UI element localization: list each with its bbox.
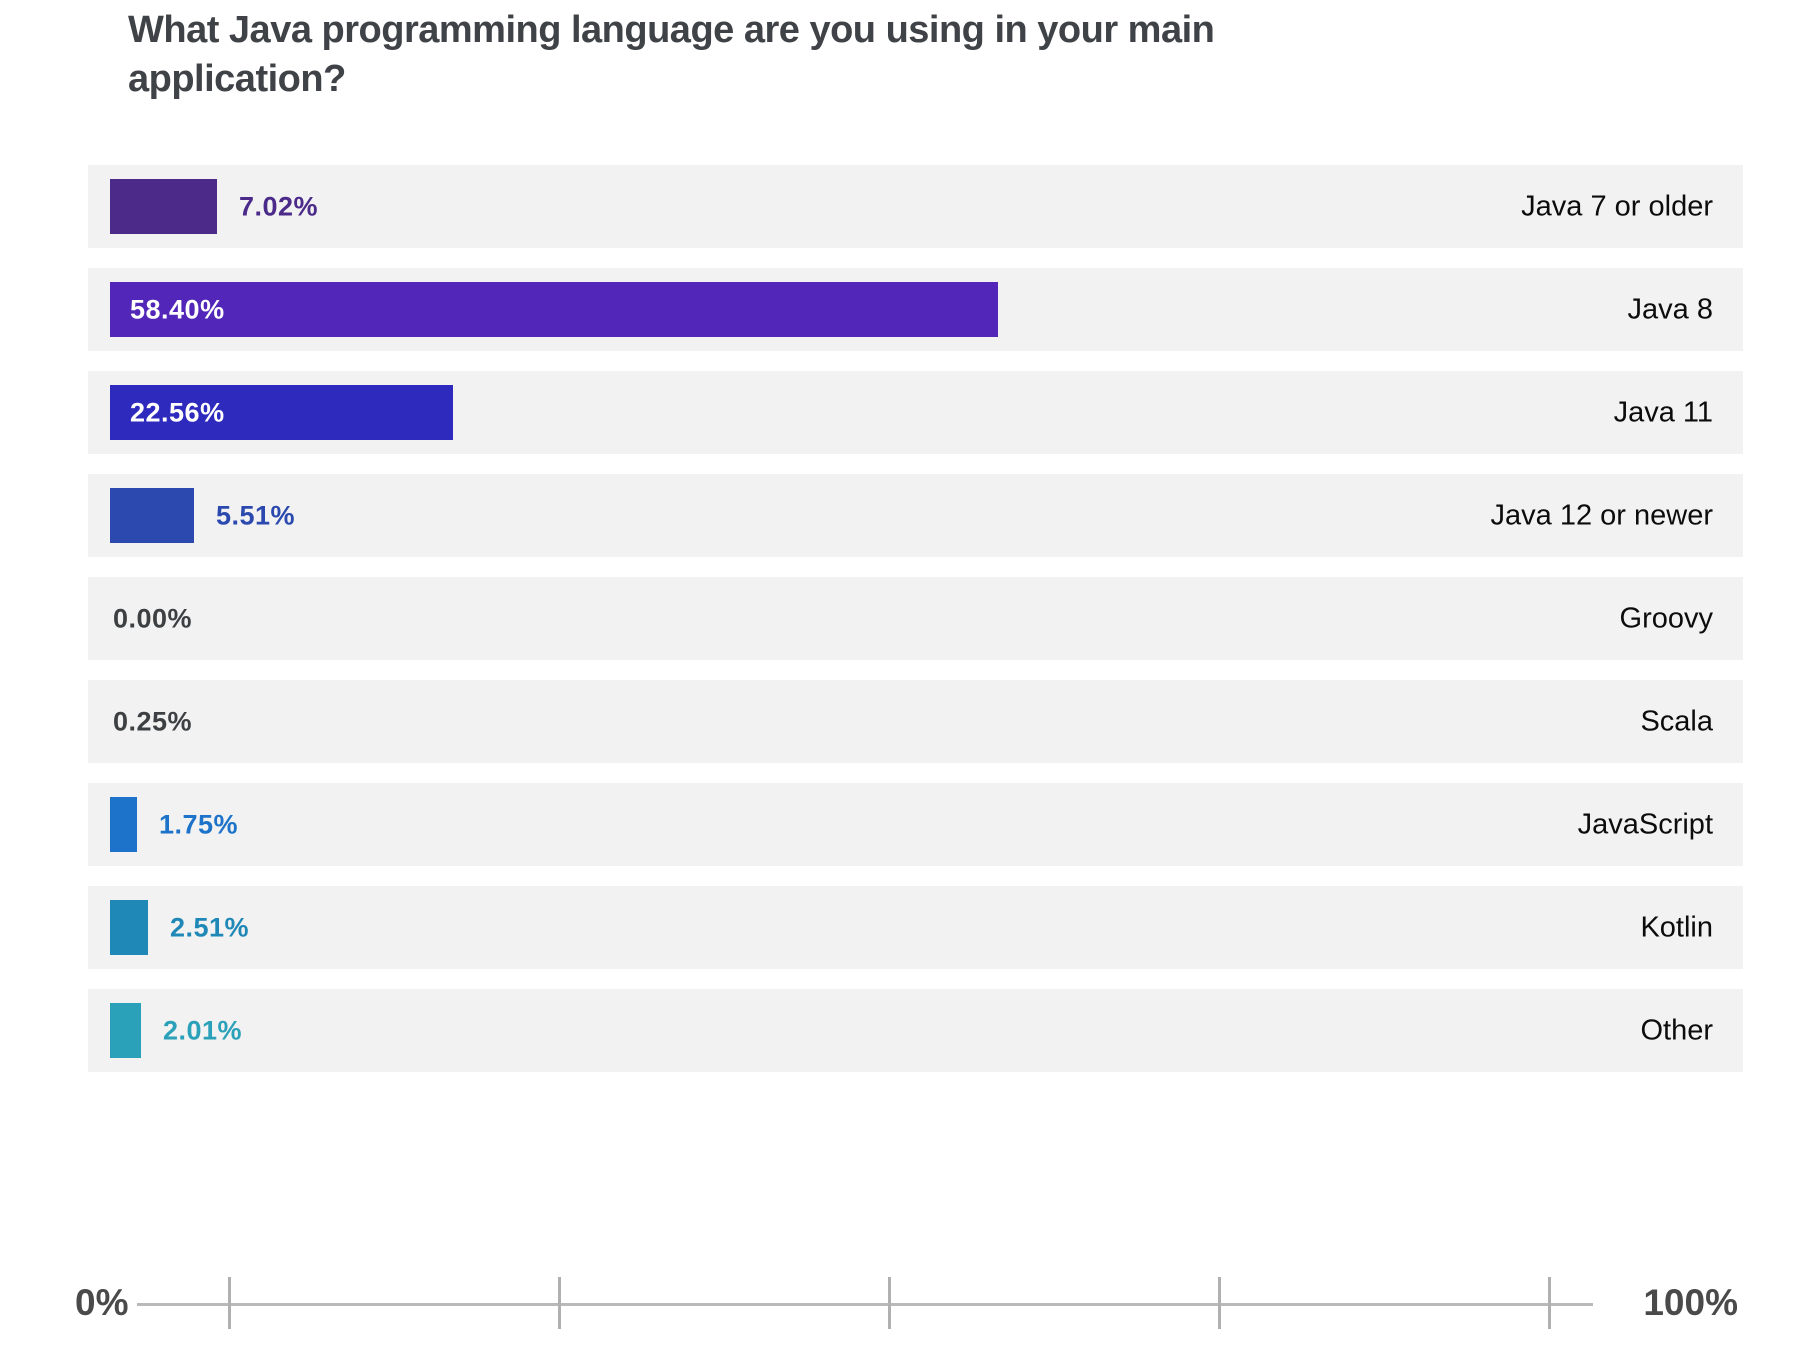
percent-label: 5.51% [216,500,296,530]
bar [110,488,194,543]
category-label: Java 11 [1613,396,1713,428]
bar-row-java-7-or-older: 7.02% Java 7 or older [88,165,1743,248]
bar [110,1003,141,1058]
percent-label: 2.51% [170,912,250,942]
axis-max-label: 100% [1643,1282,1738,1323]
percent-label: 58.40% [130,294,225,324]
bar-row-java-12-or-newer: 5.51% Java 12 or newer [88,474,1743,557]
axis-tick [558,1277,561,1329]
bar [110,385,453,440]
category-label: Kotlin [1640,911,1713,943]
axis-tick [888,1277,891,1329]
bar-row-kotlin: 2.51% Kotlin [88,886,1743,969]
category-label: Java 8 [1627,293,1713,325]
category-label: Java 7 or older [1521,190,1713,222]
percent-label: 2.01% [163,1015,243,1045]
axis-min-label: 0% [75,1282,129,1323]
bar-row-java-8: 58.40% Java 8 [88,268,1743,351]
bar-rows: 7.02% Java 7 or older 58.40% Java 8 22.5… [88,165,1743,1092]
category-label: Other [1640,1014,1713,1046]
bar [110,900,148,955]
percent-label: 0.25% [113,706,193,736]
category-label: Scala [1640,705,1713,737]
axis-tick [228,1277,231,1329]
axis-tick [1548,1277,1551,1329]
bar-row-other: 2.01% Other [88,989,1743,1072]
category-label: JavaScript [1577,808,1713,840]
bar-row-scala: 0.25% Scala [88,680,1743,763]
bar [110,797,137,852]
percent-label: 7.02% [239,191,319,221]
percent-label: 0.00% [113,603,193,633]
category-label: Java 12 or newer [1490,499,1713,531]
percent-label: 22.56% [130,397,225,427]
x-axis: 0% 100% [0,1270,1808,1360]
bar [110,179,217,234]
axis-line [137,1277,1593,1329]
axis-tick [1218,1277,1221,1329]
percent-label: 1.75% [159,809,239,839]
bar [110,282,998,337]
category-label: Groovy [1619,602,1713,634]
bar-row-java-11: 22.56% Java 11 [88,371,1743,454]
bar-row-javascript: 1.75% JavaScript [88,783,1743,866]
bar-row-groovy: 0.00% Groovy [88,577,1743,660]
chart-title: What Java programming language are you u… [128,9,1215,101]
